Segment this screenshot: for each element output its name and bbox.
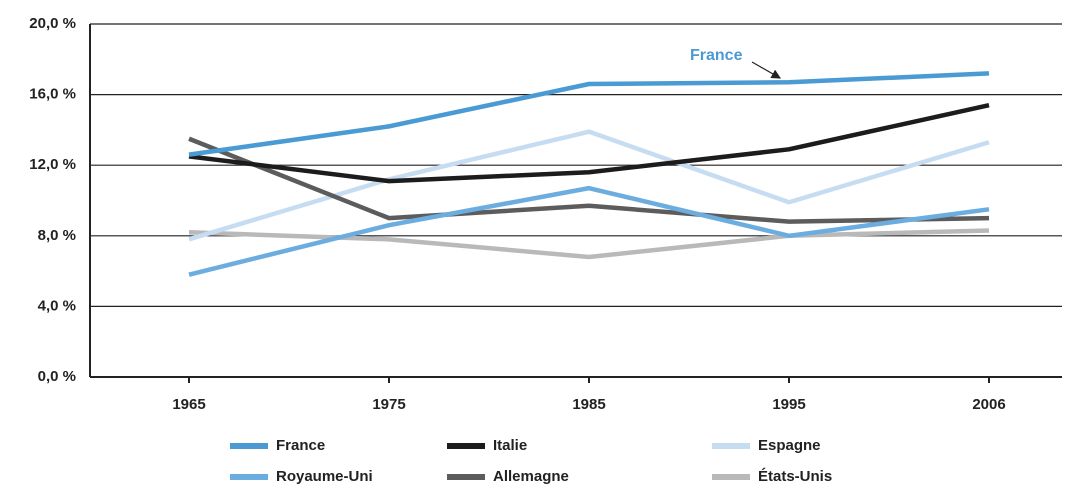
- series-line: [188, 185, 990, 277]
- y-tick-label: 8,0 %: [38, 227, 76, 244]
- legend-label: Allemagne: [493, 468, 569, 485]
- annotation: France: [690, 47, 743, 64]
- series-line: [188, 228, 990, 260]
- legend-label: États-Unis: [758, 468, 832, 485]
- y-tick-label: 20,0 %: [29, 15, 76, 32]
- x-tick-label: 2006: [972, 396, 1005, 413]
- series-line: [188, 102, 990, 184]
- series-line: [188, 71, 990, 157]
- x-tick-label: 1965: [172, 396, 205, 413]
- legend-label: Espagne: [758, 437, 821, 454]
- y-tick-label: 16,0 %: [29, 86, 76, 103]
- x-tick-label: 1995: [772, 396, 805, 413]
- y-tick-label: 12,0 %: [29, 156, 76, 173]
- y-tick-label: 4,0 %: [38, 297, 76, 314]
- series-line: [188, 129, 990, 242]
- annotation-arrow: [751, 61, 782, 79]
- x-tick-label: 1985: [572, 396, 605, 413]
- x-tick-label: 1975: [372, 396, 405, 413]
- series-line: [188, 136, 990, 224]
- legend-label: Italie: [493, 437, 527, 454]
- legend-label: Royaume-Uni: [276, 468, 373, 485]
- y-tick-label: 0,0 %: [38, 368, 76, 385]
- legend-label: France: [276, 437, 325, 454]
